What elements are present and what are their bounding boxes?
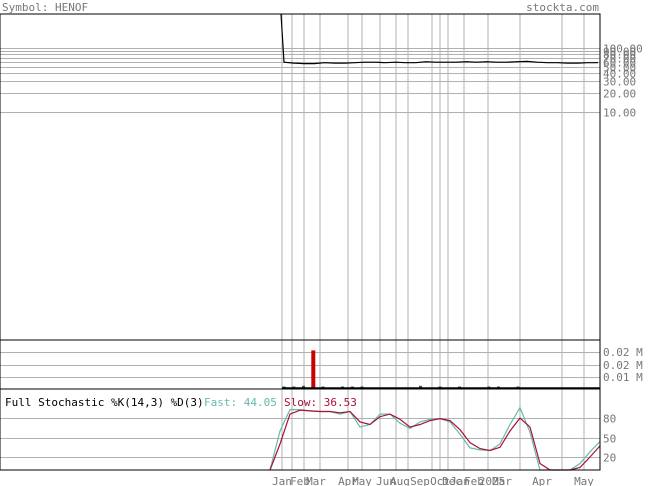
- x-tick-label: Sep: [410, 475, 430, 486]
- x-tick-label: May: [574, 475, 594, 486]
- x-tick-label: Mar: [492, 475, 512, 486]
- stochastic-panel-frame: [0, 388, 601, 471]
- x-tick-label: Jun: [376, 475, 396, 486]
- price-y-tick-label: 20.00: [603, 88, 636, 101]
- volume-y-tick-label: 0.02 M: [603, 346, 643, 359]
- x-tick-label: Jan: [272, 475, 292, 486]
- x-tick-label: Oct: [430, 475, 450, 486]
- volume-y-tick-label: 0.02 M: [603, 359, 643, 372]
- stochastic-y-tick-label: 50: [603, 433, 616, 446]
- price-y-tick-label: 30.00: [603, 76, 636, 89]
- x-tick-label: May: [352, 475, 372, 486]
- price-y-tick-label: 10.00: [603, 107, 636, 120]
- price-y-tick-label: 50.00: [603, 62, 636, 75]
- stochastic-y-tick-label: 80: [603, 413, 616, 426]
- price-y-tick-label: 60.00: [603, 57, 636, 70]
- price-y-tick-label: 80.00: [603, 49, 636, 62]
- x-tick-label: 2025: [479, 475, 506, 486]
- symbol-label: Symbol: HENOF: [2, 1, 88, 14]
- price-y-tick-label: 100.00: [603, 43, 643, 56]
- volume-bar: [302, 385, 305, 388]
- stochastic-slow-label: Slow: 36.53: [284, 396, 357, 409]
- x-tick-label: Apr: [532, 475, 552, 486]
- grid-layer: [0, 14, 600, 470]
- price-line: [280, 13, 598, 65]
- volume-bar: [419, 385, 422, 388]
- stochastic-slow-line: [269, 409, 601, 471]
- price-y-tick-label: 70.00: [603, 53, 636, 66]
- x-tick-label: Feb: [464, 475, 484, 486]
- x-tick-label: Feb: [290, 475, 310, 486]
- site-label: stockta.com: [526, 1, 599, 14]
- tick-label-layer: 100.0090.0080.0070.0060.0050.0040.0030.0…: [272, 43, 643, 486]
- x-tick-label: Apr: [338, 475, 358, 486]
- price-y-tick-label: 90.00: [603, 46, 636, 59]
- x-tick-label: Mar: [306, 475, 326, 486]
- volume-y-tick-label: 0.01 M: [603, 371, 643, 384]
- series-layer: [269, 13, 601, 471]
- x-tick-label: Jan: [450, 475, 470, 486]
- volume-bar: [311, 350, 316, 388]
- price-y-tick-label: 40.00: [603, 68, 636, 81]
- stochastic-fast-label: Fast: 44.05: [204, 396, 277, 409]
- stochastic-title: Full Stochastic %K(14,3) %D(3): [5, 396, 204, 409]
- stochastic-y-tick-label: 20: [603, 452, 616, 465]
- x-tick-label: Dec: [442, 475, 462, 486]
- x-tick-label: Aug: [390, 475, 410, 486]
